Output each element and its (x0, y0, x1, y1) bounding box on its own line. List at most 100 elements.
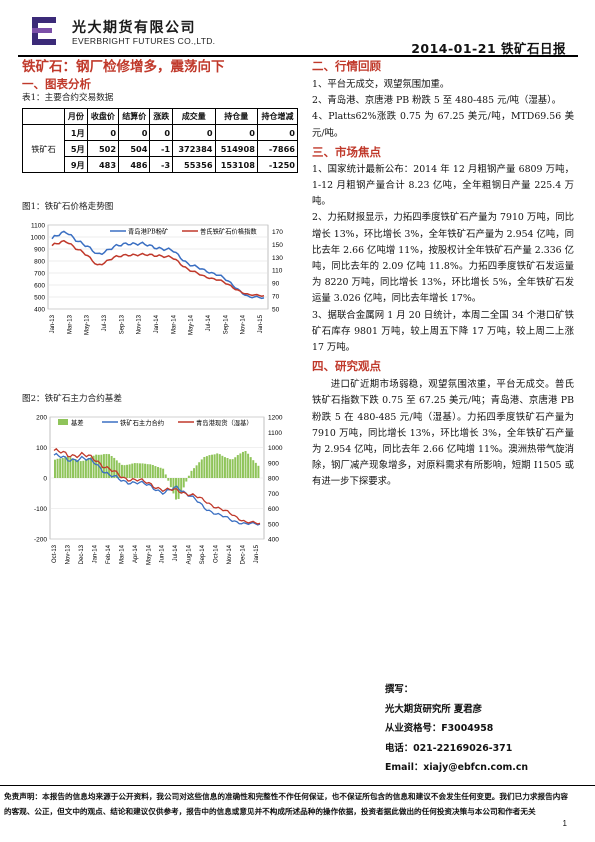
x-tick-label: May-14 (146, 544, 152, 565)
basis-bar (136, 463, 139, 478)
header-divider (18, 55, 578, 57)
plot-area (47, 224, 269, 310)
basis-bar (126, 464, 129, 478)
basis-bar (56, 458, 59, 478)
basis-bar (102, 454, 105, 478)
product-name: 铁矿石 (22, 124, 65, 173)
legend-swatch (58, 419, 68, 425)
y-left-tick-label: -200 (34, 537, 47, 544)
basis-bar (226, 457, 229, 478)
left-column: 铁矿石：钢厂检修增多，震荡向下 一、图表分析 表1：主要合约交易数据 月份 收盘… (22, 58, 302, 579)
disclaimer-text: 免责声明：本报告的信息均来源于公开资料，我公司对这些信息的准确性和完整性不作任何… (4, 792, 568, 816)
basis-bar (79, 461, 82, 478)
x-tick-label: Jan-15 (258, 314, 264, 333)
basis-bar (193, 468, 196, 478)
table-row: 铁矿石 1月 0 0 0 0 0 0 (22, 124, 299, 173)
x-tick-label: Nov-14 (227, 544, 233, 564)
basis-bar (92, 455, 95, 478)
basis-bar (115, 460, 118, 478)
y-right-tick-label: 150 (272, 242, 283, 249)
x-tick-label: Jul-14 (206, 314, 212, 331)
y-left-tick-label: 400 (34, 307, 45, 314)
x-tick-label: Jan-14 (92, 544, 98, 563)
company-name-en: EVERBRIGHT FUTURES CO.,LTD. (72, 36, 216, 46)
basis-bar (200, 459, 203, 478)
basis-bar (218, 454, 221, 478)
headline: 铁矿石：钢厂检修增多，震荡向下 (22, 59, 225, 75)
basis-bar (229, 459, 232, 478)
basis-bar (241, 451, 244, 478)
y-left-tick-label: -100 (34, 506, 47, 513)
review-block: 1、平台无成交，观望氛围加重。 2、青岛港、京唐港 PB 粉跌 5 至 480-… (312, 77, 574, 142)
basis-bar (128, 464, 131, 478)
series-line (51, 239, 265, 297)
author-title: 撰写： (385, 684, 414, 695)
y-right-tick-label: 90 (272, 281, 280, 288)
basis-bar (164, 474, 167, 478)
basis-bar (254, 462, 257, 478)
basis-bar (169, 478, 172, 488)
y-right-tick-label: 900 (268, 460, 279, 467)
table-cell: 486 (118, 156, 151, 173)
basis-bar (95, 454, 98, 478)
company-name-cn: 光大期货有限公司 (72, 20, 196, 36)
y-left-tick-label: 1000 (31, 235, 46, 242)
y-left-tick-label: 700 (34, 271, 45, 278)
section-research-view: 四、研究观点 (312, 359, 381, 374)
table-cell: -1250 (256, 156, 299, 173)
table-row: 5月 502 504 -1 372384 514908 -7866 (23, 140, 299, 157)
table-cell: -3 (149, 156, 174, 173)
y-right-tick-label: 70 (272, 294, 280, 301)
x-tick-label: Nov-13 (137, 314, 143, 334)
author-email[interactable]: Email：xiajy@ebfcn.com.cn (385, 762, 529, 773)
y-left-tick-label: 0 (43, 476, 47, 483)
x-tick-label: Dec-14 (241, 544, 247, 564)
y-left-tick-label: 100 (36, 445, 47, 452)
basis-bar (257, 465, 260, 478)
basis-bar (138, 463, 141, 478)
legend-label: 青岛港PB粉矿 (128, 227, 168, 236)
basis-bar (84, 459, 87, 478)
research-view-paragraph: 进口矿近期市场弱稳，观望氛围浓重，平台无成交。普氏铁矿石指数下跌 0.75 至 … (312, 379, 574, 488)
basis-bar (154, 466, 157, 478)
table-cell: 0 (256, 124, 299, 141)
table-cell: 514908 (214, 140, 258, 157)
x-tick-label: Feb-14 (106, 544, 112, 564)
x-tick-label: May-13 (85, 314, 91, 335)
chart2-svg: -200 -100 0 100 200 400 500 600 700 800 900 1000 110… (34, 415, 283, 566)
basis-bar (234, 457, 237, 478)
author-block: 撰写： 光大期货研究所 夏君彦 从业资格号：F3004958 电话：021-22… (385, 680, 585, 778)
y-right-tick-label: 600 (268, 506, 279, 513)
y-right-tick-label: 110 (272, 268, 283, 275)
focus-item: 1、国家统计最新公布：2014 年 12 月粗钢产量 6809 万吨，1-12 … (312, 163, 574, 208)
basis-bar (203, 456, 206, 478)
x-tick-label: Mar-13 (67, 314, 73, 334)
x-tick-label: Jan-14 (154, 314, 160, 333)
table-cell: 0 (214, 124, 258, 141)
y-left-tick-label: 1100 (31, 223, 45, 230)
review-item: 4、Platts62%涨跌 0.75 为 67.25 美元/吨，MTD69.56… (312, 111, 574, 139)
basis-bar (82, 460, 85, 478)
basis-bar (180, 478, 183, 494)
basis-bar (172, 478, 175, 494)
basis-bar (208, 455, 211, 478)
basis-bar (190, 470, 193, 478)
basis-chart: -200 -100 0 100 200 400 500 600 700 800 900 1000 110… (22, 409, 294, 579)
x-tick-label: Apr-14 (133, 544, 139, 563)
table-cell: 0 (118, 124, 151, 141)
section-chart-analysis: 一、图表分析 (22, 77, 91, 91)
table-cell: 502 (86, 140, 120, 157)
y-right-tick-label: 170 (272, 229, 283, 236)
basis-bar (77, 459, 80, 478)
basis-bar (133, 463, 136, 478)
x-tick-label: Mar-14 (171, 314, 177, 334)
section-market-review: 二、行情回顾 (312, 59, 381, 73)
basis-bar (144, 463, 147, 478)
y-right-tick-label: 1000 (268, 445, 283, 452)
footer-divider (0, 785, 595, 786)
x-tick-label: Jan-13 (50, 314, 56, 333)
author-org: 光大期货研究所 夏君彦 (385, 703, 483, 715)
table-cell: 483 (86, 156, 120, 173)
basis-bar (87, 458, 90, 478)
basis-bar (187, 475, 190, 478)
